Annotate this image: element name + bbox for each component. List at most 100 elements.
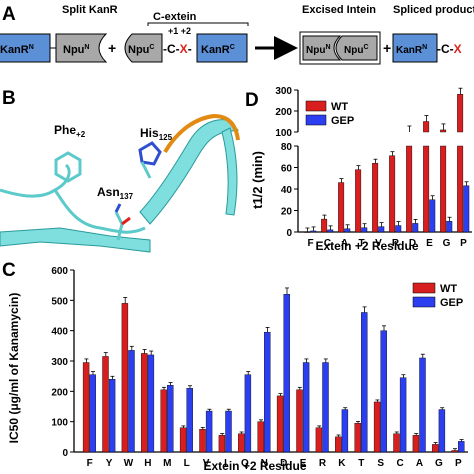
- c-bar-wt: [257, 421, 264, 453]
- c-x-linker: -C-X-: [163, 42, 192, 56]
- panel-a-label: A: [2, 4, 16, 25]
- c-x-tick-label: E: [300, 458, 307, 469]
- excised-npu-n-box: [302, 35, 342, 61]
- c-bar-gep: [438, 409, 446, 453]
- d-x-tick-label: A: [341, 238, 348, 249]
- panel-c-xlabel: Extein +2 Residue: [203, 459, 306, 473]
- c-bar-gep: [380, 330, 387, 453]
- d-x-tick-label: P: [460, 238, 467, 249]
- c-x-tick-label: T: [358, 458, 364, 469]
- split-kanr-label: Split KanR: [62, 4, 118, 16]
- d-bar-gep: [344, 228, 351, 233]
- c-bar-gep: [361, 312, 368, 453]
- d-bar-gep: [395, 225, 402, 233]
- c-extein-label: C-extein: [153, 11, 197, 23]
- spliced-product-label: Spliced product: [393, 4, 474, 16]
- c-x-tick-label: G: [435, 458, 443, 469]
- c-legend-label-gep: GEP: [440, 297, 463, 309]
- c-x-tick-label: C: [396, 458, 403, 469]
- d-y-tick-label: 60: [281, 164, 293, 175]
- c-bar-gep: [244, 374, 252, 453]
- his-ring: [138, 141, 162, 166]
- c-bar-wt: [412, 435, 420, 453]
- asn-label: Asn137: [97, 185, 134, 201]
- c-y-tick-label: 600: [51, 266, 68, 277]
- c-bar-wt: [238, 433, 245, 453]
- panel-d-label: D: [245, 90, 259, 111]
- d-x-tick-label: G: [443, 238, 451, 249]
- c-bar-wt: [160, 389, 167, 453]
- c-y-tick-label: 500: [51, 296, 68, 307]
- c-x-tick-label: W: [124, 458, 134, 469]
- d-y-tick-label: 40: [281, 185, 293, 196]
- spliced-c-x-linker: -C-X: [437, 42, 462, 56]
- d-y-tick-label: 200: [275, 107, 292, 118]
- plus-sign-2: +: [383, 40, 391, 56]
- c-extein-bracket: [147, 22, 249, 26]
- phe-ring: [54, 151, 82, 183]
- d-bar-gep: [378, 226, 385, 233]
- c-bar-gep: [458, 441, 465, 453]
- d-bar-wt: [389, 155, 396, 233]
- d-x-tick-label: E: [426, 238, 433, 249]
- npu-n-box: [55, 33, 108, 63]
- his-label: His125: [140, 126, 173, 142]
- c-y-tick-label: 0: [62, 448, 68, 459]
- panel-d-xlabel: Extein +2 Residue: [315, 239, 418, 253]
- d-x-tick-label: R: [392, 238, 400, 249]
- c-x-tick-label: D: [280, 458, 287, 469]
- c-x-tick-label: P: [455, 458, 462, 469]
- d-bar-wt: [321, 218, 328, 233]
- d-legend-swatch-gep: [305, 114, 327, 126]
- c-bar-gep: [399, 377, 407, 453]
- panel-b-label: B: [2, 88, 16, 109]
- c-x-tick-label: F: [87, 458, 93, 469]
- d-legend-label-gep: GEP: [331, 115, 354, 127]
- d-x-tick-label: D: [409, 238, 416, 249]
- c-x-tick-label: K: [338, 458, 346, 469]
- c-bar-gep: [264, 331, 271, 453]
- c-bar-gep: [419, 357, 426, 453]
- d-bar-upper-wt: [423, 121, 430, 133]
- c-y-tick-label: 200: [51, 387, 68, 398]
- c-x-tick-label: A: [416, 458, 423, 469]
- c-bar-gep: [283, 294, 290, 453]
- d-y-tick-label: 0: [286, 228, 292, 239]
- panel-d-ylabel: t1/2 (min): [250, 151, 265, 209]
- panel-d-legend: WT GEP: [305, 100, 354, 127]
- orange-loop: [163, 113, 240, 154]
- excised-intein-frame: [299, 31, 381, 65]
- d-bar-wt: [355, 169, 362, 233]
- excised-npu-c-box: [335, 35, 378, 61]
- spliced-kanr-n-box: [392, 33, 438, 63]
- c-bar-wt: [354, 422, 361, 453]
- d-y-tick-label: 300: [275, 86, 292, 97]
- panel-c-label: C: [2, 260, 16, 281]
- d-x-tick-label: T: [358, 238, 364, 249]
- plus-sign-1: +: [108, 40, 116, 56]
- c-y-tick-label: 100: [51, 418, 68, 429]
- c-x-tick-label: N: [261, 458, 268, 469]
- d-x-tick-label: F: [307, 238, 313, 249]
- panel-d-bars: [304, 87, 470, 233]
- d-bar-wt: [338, 182, 345, 233]
- c-bar-gep: [167, 385, 174, 453]
- asn-nitrogen: [114, 203, 122, 213]
- c-bar-wt: [315, 427, 323, 453]
- c-y-tick-label: 400: [51, 327, 68, 338]
- panel-c: C IC50 (μg/ml of Kanamycin) Extein +2 Re…: [2, 260, 468, 473]
- c-x-tick-label: M: [163, 458, 171, 469]
- c-bar-wt: [373, 401, 381, 453]
- d-bar-wt: [304, 231, 311, 233]
- c-bar-gep: [341, 409, 349, 453]
- d-legend-label-wt: WT: [331, 101, 348, 113]
- c-legend-swatch-wt: [412, 282, 436, 294]
- c-bar-wt: [335, 436, 342, 453]
- panel-b: B Phe+2 His125 Asn137: [0, 88, 240, 253]
- c-x-tick-label: L: [184, 458, 190, 469]
- asn-oxygen: [121, 216, 131, 226]
- c-bar-wt: [102, 356, 109, 453]
- d-bar-gep: [463, 185, 470, 233]
- d-y-tick-label: 100: [275, 128, 292, 139]
- c-bar-gep: [186, 388, 193, 453]
